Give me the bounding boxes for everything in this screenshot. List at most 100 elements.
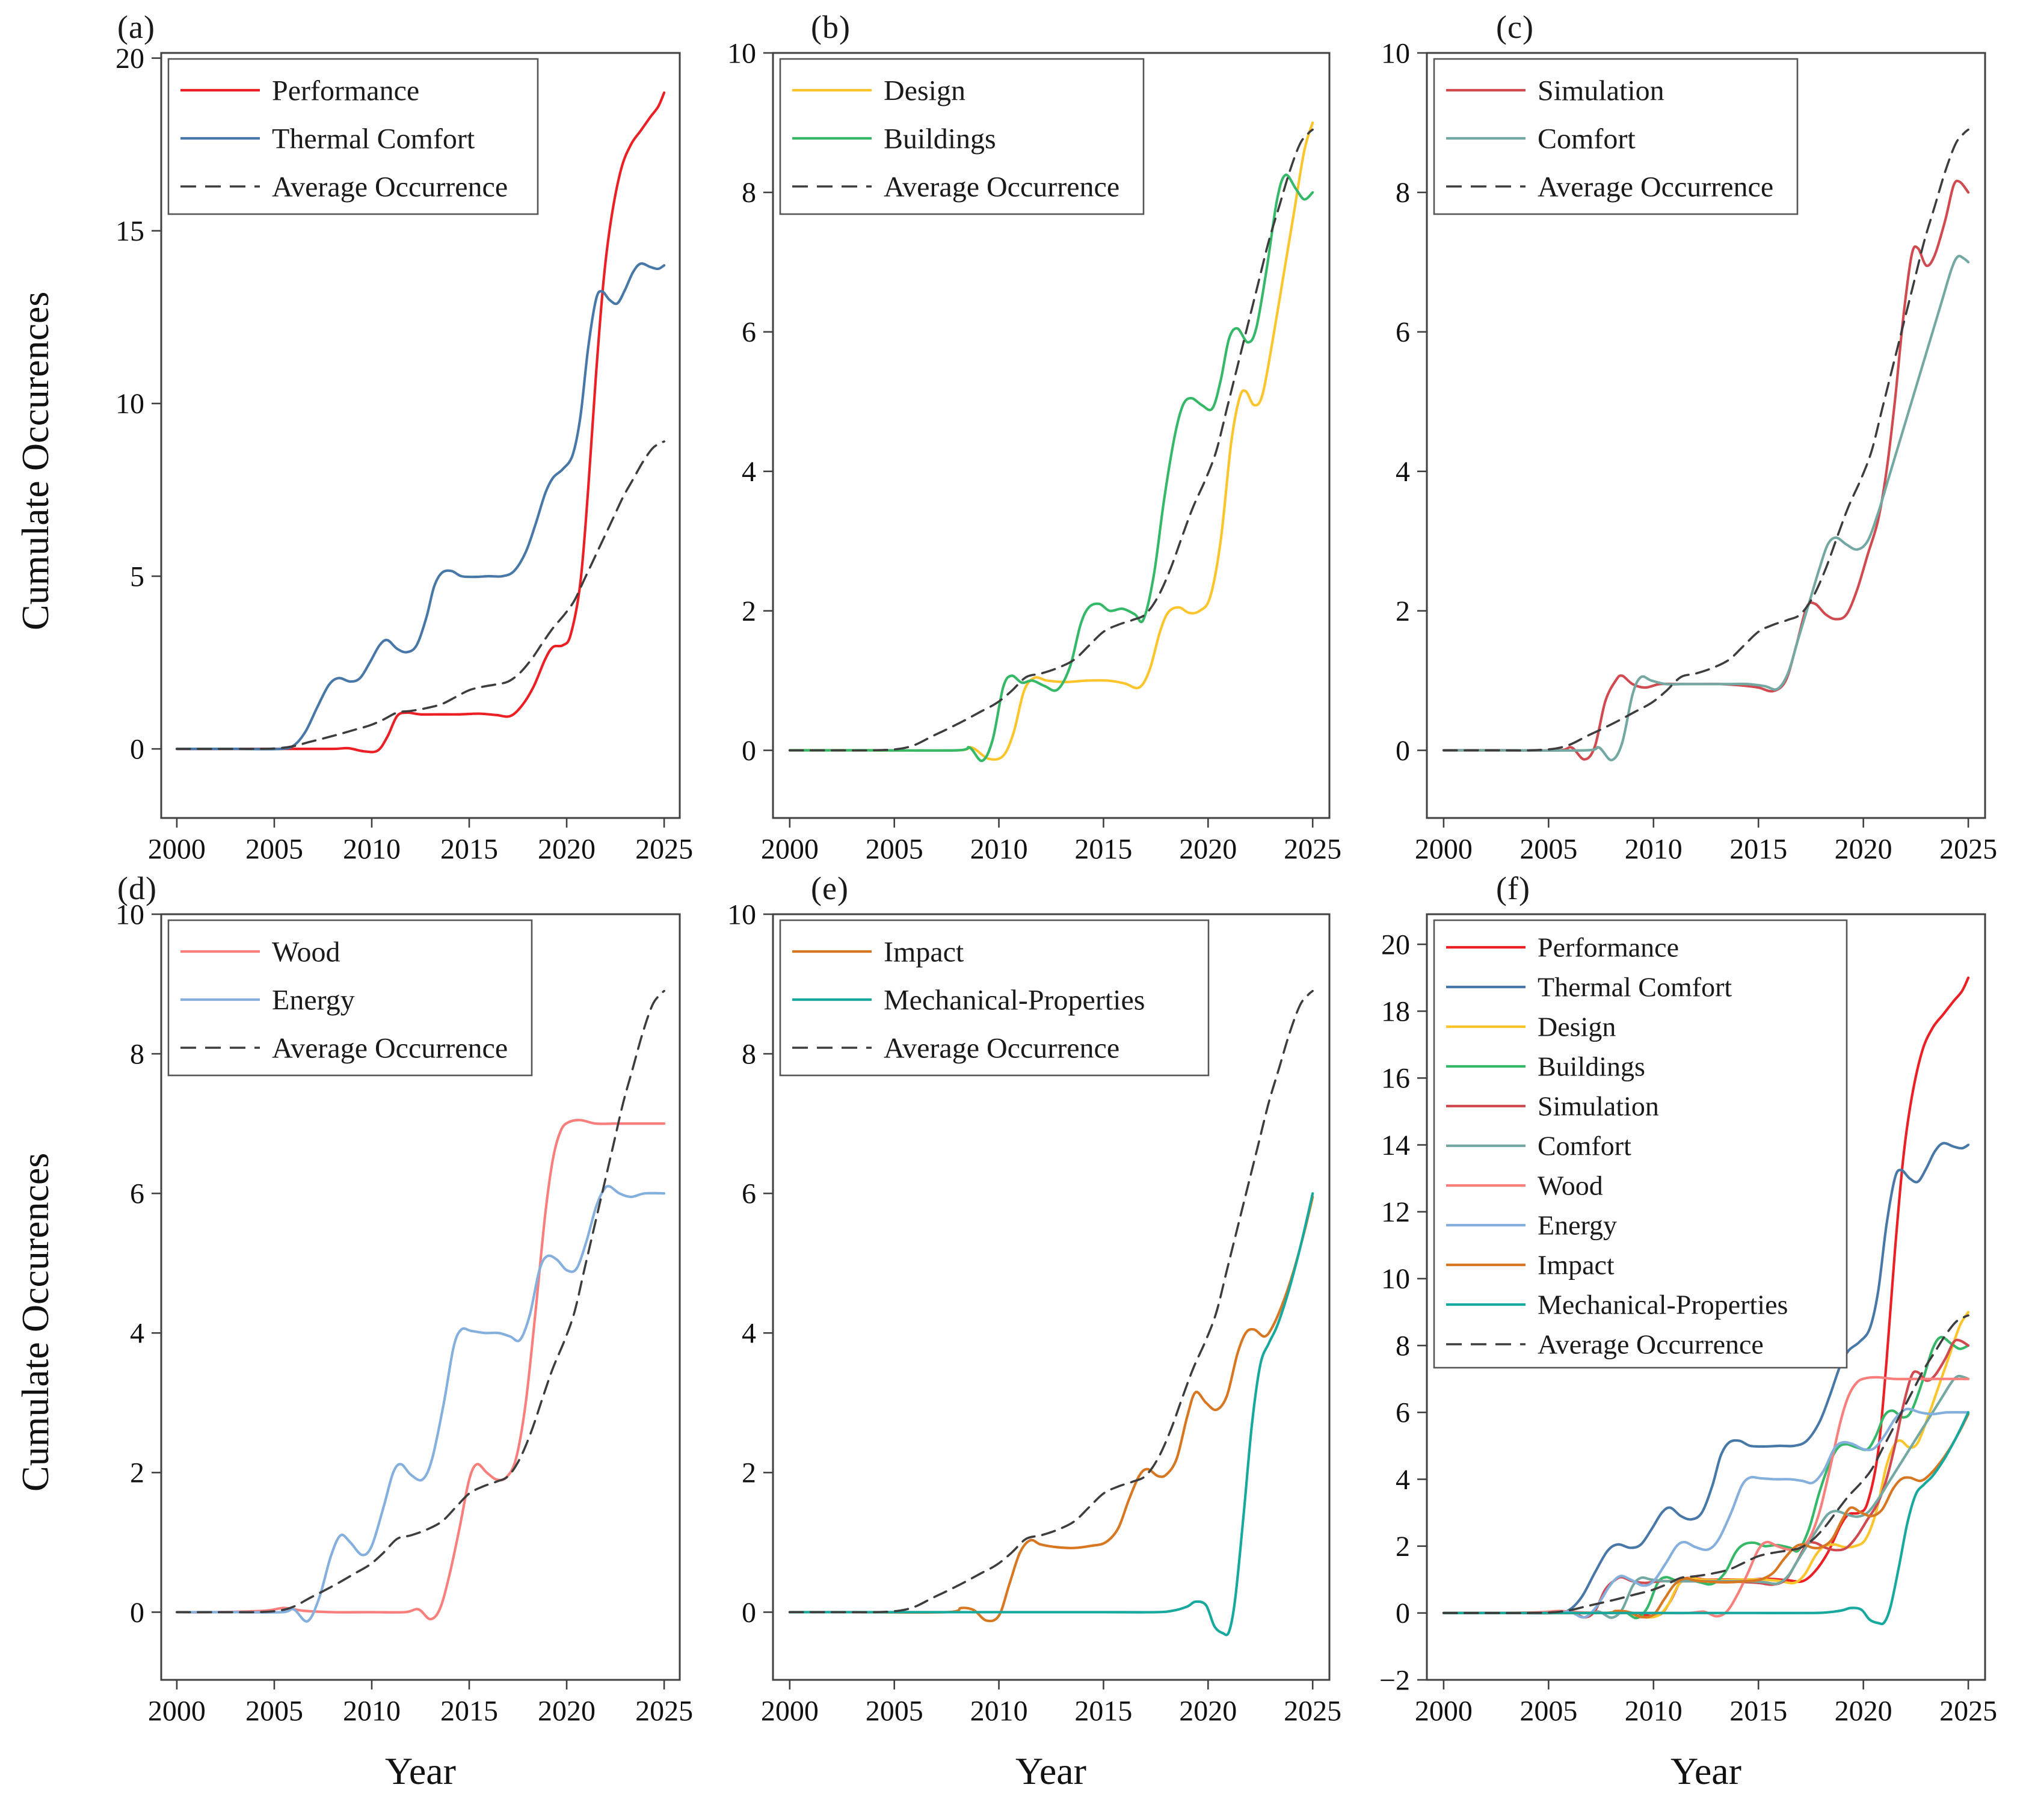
x-tick-label: 2005 <box>245 834 303 865</box>
legend-box <box>1433 58 1799 215</box>
x-tick-label: 2015 <box>1729 834 1787 865</box>
y-tick-label: 6 <box>1396 316 1410 348</box>
x-tick-label: 2000 <box>761 834 819 865</box>
curves <box>788 121 1314 763</box>
legend-item-simulation: Simulation <box>1446 1091 1659 1122</box>
x-ticks: 2000 2005 2010 2015 2020 2025 <box>1415 1680 1997 1727</box>
curves <box>788 989 1314 1637</box>
legend-item-buildings: Buildings <box>792 123 996 155</box>
y-tick-label: 10 <box>1381 37 1410 69</box>
x-tick-label: 2015 <box>1074 1695 1132 1727</box>
x-ticks: 2000 2005 2010 2015 2020 2025 <box>761 818 1341 865</box>
y-tick-label: 4 <box>1396 1464 1410 1496</box>
x-tick-label: 2000 <box>761 1695 819 1727</box>
series-line-buildings <box>1442 1336 1970 1620</box>
x-tick-label: 2010 <box>970 834 1028 865</box>
x-tick-label: 2015 <box>440 834 498 865</box>
x-ticks: 2000 2005 2010 2015 2020 2025 <box>148 818 693 865</box>
y-tick-label: 10 <box>1381 1263 1410 1295</box>
legend-box <box>779 919 1210 1077</box>
y-tick-label: 10 <box>727 37 756 69</box>
y-tick-label: 10 <box>727 899 756 930</box>
x-tick-label: 2005 <box>866 1695 923 1727</box>
y-tick-label: 4 <box>130 1318 144 1350</box>
x-tick-label: 2010 <box>1625 1695 1683 1727</box>
curves <box>175 989 666 1623</box>
legend-item-average: Average Occurrence <box>792 171 1119 203</box>
panel-d: 2000 2005 2010 2015 2020 2025 0 2 4 6 8 10 Wood Energ… <box>115 899 693 1727</box>
legend-item-wood: Wood <box>180 936 340 968</box>
legend-label-design: Design <box>884 75 965 106</box>
y-tick-label: 2 <box>130 1457 144 1489</box>
legend-item-energy: Energy <box>180 984 355 1016</box>
legend: Performance Thermal Comfort Average Occurr… <box>167 58 539 215</box>
y-tick-label: 0 <box>742 1597 756 1629</box>
series-line-comfort <box>1442 1374 1970 1619</box>
y-tick-label: 20 <box>115 43 144 75</box>
legend-item-performance: Performance <box>1446 932 1679 963</box>
x-ticks: 2000 2005 2010 2015 2020 2025 <box>1415 818 1997 865</box>
legend-label-mechanical: Mechanical-Properties <box>884 984 1145 1016</box>
series-line-comfort <box>1442 254 1970 761</box>
y-tick-label: 2 <box>742 1457 756 1489</box>
series-line-performance <box>175 91 666 754</box>
x-tick-label: 2020 <box>538 1695 596 1727</box>
y-tick-label: −2 <box>1379 1664 1410 1696</box>
x-axis-label-e: Year <box>1015 1750 1086 1792</box>
legend: Wood Energy Average Occurrence <box>167 919 533 1077</box>
panel-a-title: (a) <box>117 9 155 45</box>
curves <box>1442 128 1970 761</box>
legend-item-buildings: Buildings <box>1446 1051 1645 1082</box>
legend-label-average: Average Occurrence <box>884 171 1119 203</box>
y-tick-label: 2 <box>1396 1531 1410 1563</box>
y-tick-label: 4 <box>1396 456 1410 488</box>
legend-item-performance: Performance <box>180 75 419 106</box>
series-line-thermal_comfort <box>1442 1142 1970 1615</box>
legend-label-average: Average Occurrence <box>1538 1329 1764 1360</box>
legend-label-buildings: Buildings <box>884 123 996 155</box>
y-tick-label: 12 <box>1381 1196 1410 1228</box>
y-tick-label: 8 <box>130 1038 144 1070</box>
series-line-performance <box>1442 976 1970 1617</box>
legend-label-impact: Impact <box>884 936 964 968</box>
legend-item-thermal_comfort: Thermal Comfort <box>1446 972 1732 1003</box>
legend-label-average: Average Occurrence <box>1538 171 1773 203</box>
y-tick-label: 0 <box>130 1597 144 1629</box>
x-tick-label: 2020 <box>1835 1695 1892 1727</box>
series-line-average <box>789 128 1314 752</box>
plot-frame <box>772 52 1331 819</box>
legend-item-average: Average Occurrence <box>180 1032 508 1064</box>
y-ticks: 0 2 4 6 8 10 <box>727 37 773 767</box>
y-tick-label: 16 <box>1381 1063 1410 1095</box>
legend-item-impact: Impact <box>1446 1250 1615 1280</box>
legend-label-impact: Impact <box>1538 1250 1615 1280</box>
legend-label-average: Average Occurrence <box>272 1032 508 1064</box>
x-tick-label: 2000 <box>1415 834 1473 865</box>
series-line-impact <box>788 1195 1314 1623</box>
legend-box <box>779 58 1145 215</box>
x-tick-label: 2025 <box>635 834 693 865</box>
legend-item-simulation: Simulation <box>1446 75 1664 106</box>
x-tick-label: 2010 <box>970 1695 1028 1727</box>
y-tick-label: 18 <box>1381 996 1410 1028</box>
y-tick-label: 8 <box>742 177 756 209</box>
x-tick-label: 2005 <box>866 834 923 865</box>
y-tick-label: 20 <box>1381 929 1410 961</box>
legend-item-average: Average Occurrence <box>1446 1329 1764 1360</box>
panel-e-title: (e) <box>811 870 849 906</box>
series-line-average <box>176 989 665 1614</box>
legend-item-comfort: Comfort <box>1446 1131 1631 1161</box>
y-tick-label: 0 <box>742 735 756 767</box>
legend: Performance Thermal Comfort Design Building… <box>1433 919 1848 1369</box>
panel-f-title: (f) <box>1496 870 1530 906</box>
legend-label-average: Average Occurrence <box>884 1032 1119 1064</box>
plot-frame <box>160 913 681 1681</box>
y-tick-label: 6 <box>742 1178 756 1210</box>
x-tick-label: 2005 <box>1519 1695 1577 1727</box>
legend-box <box>1433 919 1848 1369</box>
x-tick-label: 2025 <box>1284 834 1341 865</box>
y-axis-label-bottom: Cumulate Occurences <box>14 1152 57 1492</box>
panel-e: 2000 2005 2010 2015 2020 2025 0 2 4 6 8 10 Impact Mec… <box>727 899 1341 1727</box>
